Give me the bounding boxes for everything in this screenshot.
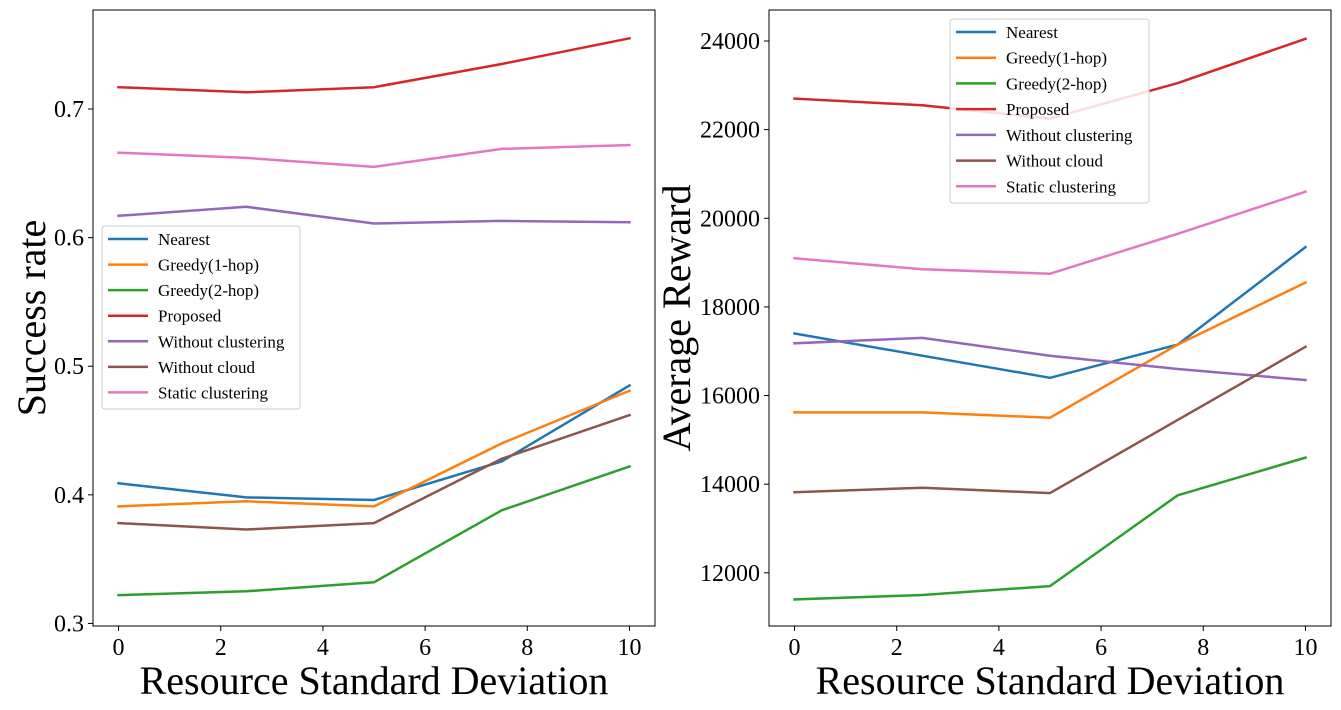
series-line-without-clustering [793,336,1307,382]
y-axis-label: Success rate [9,220,54,417]
x-tick-label: 2 [215,635,227,661]
legend-label: Greedy(1-hop) [1006,49,1107,68]
x-tick-label: 6 [419,635,431,661]
series-line-proposed [117,36,631,94]
legend-label: Proposed [158,307,222,326]
legend-label: Static clustering [158,383,269,402]
x-tick-label: 2 [891,635,903,661]
x-tick-label: 6 [1095,635,1107,661]
series-line-greedy-2-hop [117,464,632,597]
legend-label: Without clustering [1006,126,1133,145]
series-line-static-clustering [117,143,631,169]
y-tick-label: 16000 [700,384,760,410]
y-tick-label: 12000 [700,561,760,587]
legend-label: Nearest [158,230,210,249]
plot-area-frame [92,9,656,627]
series-line-greedy-2-hop [793,456,1308,601]
y-tick-label: 20000 [700,206,760,232]
y-axis-label: Average Reward [654,185,699,452]
chart-panel-2: 0 2 4 6 8 10 12000 14000 16000 18000 20000 22000 240… [654,9,1332,703]
series-line-greedy-1-hop [793,280,1308,419]
y-tick-label: 0.5 [54,354,84,380]
legend-box [101,225,301,410]
series-line-without-cloud [793,345,1308,495]
x-tick-label: 0 [113,635,125,661]
x-axis-label: Resource Standard Deviation [816,658,1285,703]
legend-label: Without clustering [158,332,285,351]
x-tick-label: 4 [993,635,1005,661]
x-tick-label: 4 [317,635,329,661]
legend-label: Proposed [1006,100,1070,119]
legend-label: Greedy(1-hop) [158,256,259,275]
plot-area-frame [768,9,1332,627]
y-tick-label: 22000 [700,118,760,144]
legend: Nearest Greedy(1-hop) Greedy(2-hop) Propose… [101,225,301,410]
y-tick-label: 0.4 [54,483,84,509]
series-line-nearest [117,383,632,502]
y-tick-label: 14000 [700,472,760,498]
series-line-static-clustering [793,190,1308,275]
legend: Nearest Greedy(1-hop) Greedy(2-hop) Propose… [949,18,1150,204]
y-tick-label: 18000 [700,295,760,321]
series-line-without-cloud [117,413,632,531]
x-tick-label: 10 [617,635,641,661]
x-axis-label: Resource Standard Deviation [140,658,609,703]
series-line-without-clustering [117,205,631,225]
x-tick-label: 8 [1197,635,1209,661]
legend-label: Without cloud [1006,152,1104,171]
y-tick-label: 0.3 [54,611,84,637]
chart-panel-1: 0 2 4 6 8 10 0.3 0.4 0.5 0.6 0.7 Resource Standard … [9,9,656,703]
y-tick-label: 0.7 [54,97,84,123]
y-tick-label: 24000 [700,29,760,55]
series-line-nearest [793,245,1308,380]
x-tick-label: 0 [789,635,801,661]
y-tick-label: 0.6 [54,226,84,252]
x-tick-label: 10 [1293,635,1317,661]
legend-label: Greedy(2-hop) [158,281,259,300]
legend-label: Without cloud [158,358,256,377]
series-line-greedy-1-hop [117,389,632,508]
x-tick-label: 8 [521,635,533,661]
legend-label: Nearest [1006,23,1058,42]
legend-label: Static clustering [1006,177,1117,196]
legend-box [949,18,1150,204]
legend-label: Greedy(2-hop) [1006,74,1107,93]
